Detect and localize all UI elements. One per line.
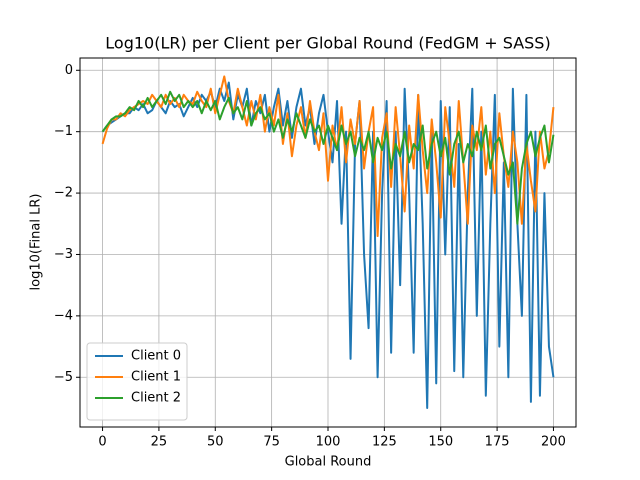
x-tick-label: 75 <box>263 435 280 450</box>
x-axis-label: Global Round <box>285 455 372 470</box>
y-tick-label: −3 <box>54 247 73 262</box>
y-tick-label: −5 <box>54 370 73 385</box>
x-tick-label: 200 <box>541 435 566 450</box>
series-line <box>101 90 555 225</box>
y-tick-label: −4 <box>54 308 73 323</box>
plot-frame <box>79 57 577 428</box>
chart-title: Log10(LR) per Client per Global Round (F… <box>105 34 550 53</box>
legend-label: Client 2 <box>131 391 181 406</box>
x-tick-label: 100 <box>316 435 341 450</box>
legend-label: Client 1 <box>131 370 181 385</box>
legend-label: Client 0 <box>131 349 181 364</box>
y-tick-label: −1 <box>54 124 73 139</box>
y-tick-label: 0 <box>65 63 73 78</box>
y-tick-label: −2 <box>54 186 73 201</box>
legend-box <box>86 342 188 421</box>
x-tick-label: 175 <box>485 435 510 450</box>
x-tick-label: 125 <box>372 435 397 450</box>
legend: Client 0 Client 1 Client 2 <box>86 342 188 421</box>
x-tick-label: 150 <box>428 435 453 450</box>
x-tick-label: 50 <box>207 435 224 450</box>
x-tick-label: 25 <box>151 435 168 450</box>
x-tick-label: 0 <box>98 435 106 450</box>
y-axis-label: log10(Final LR) <box>29 194 44 291</box>
